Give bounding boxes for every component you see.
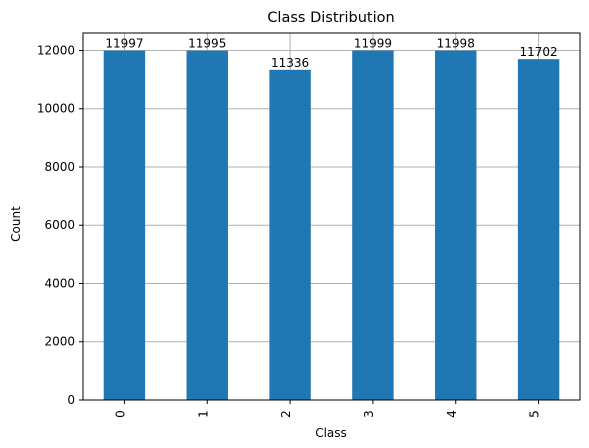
bar-class-5 bbox=[517, 59, 560, 401]
y-tick-label: 8000 bbox=[44, 160, 75, 174]
y-tick-label: 12000 bbox=[37, 43, 75, 57]
data-label-class-5: 11702 bbox=[519, 45, 557, 59]
x-axis-label: Class bbox=[315, 426, 347, 440]
tick-layer: 0 2000 4000 6000 8000 10000 12000 0 1 2 3 4 5 bbox=[37, 43, 542, 417]
x-tick-label: 1 bbox=[196, 410, 210, 418]
data-label-class-2: 11336 bbox=[271, 56, 309, 70]
axis-layer bbox=[82, 32, 581, 401]
bar-class-2 bbox=[269, 69, 311, 401]
bar-layer bbox=[103, 50, 560, 401]
y-tick-label: 4000 bbox=[44, 276, 75, 290]
x-tick-label: 3 bbox=[362, 410, 376, 418]
y-tick-label: 2000 bbox=[44, 335, 75, 349]
data-label-class-0: 11997 bbox=[105, 37, 143, 51]
y-axis-label: Count bbox=[9, 206, 23, 242]
data-label-class-1: 11995 bbox=[188, 37, 226, 51]
y-tick-label: 10000 bbox=[37, 102, 75, 116]
x-tick-label: 4 bbox=[445, 410, 459, 418]
x-tick-label: 2 bbox=[279, 410, 293, 418]
x-tick-label: 5 bbox=[528, 410, 542, 418]
bar-class-4 bbox=[435, 50, 477, 401]
data-label-class-3: 11999 bbox=[354, 37, 392, 51]
data-label-layer: 11997 11995 11336 11999 11998 11702 bbox=[105, 37, 557, 70]
plot-frame bbox=[82, 32, 581, 401]
y-tick-label: 6000 bbox=[44, 218, 75, 232]
bar-class-3 bbox=[352, 50, 394, 400]
data-label-class-4: 11998 bbox=[437, 37, 475, 51]
bar-class-1 bbox=[186, 50, 228, 401]
bar-class-0 bbox=[103, 50, 146, 400]
chart-title: Class Distribution bbox=[267, 10, 394, 26]
y-tick-label: 0 bbox=[67, 393, 75, 407]
x-tick-label: 0 bbox=[113, 410, 127, 418]
